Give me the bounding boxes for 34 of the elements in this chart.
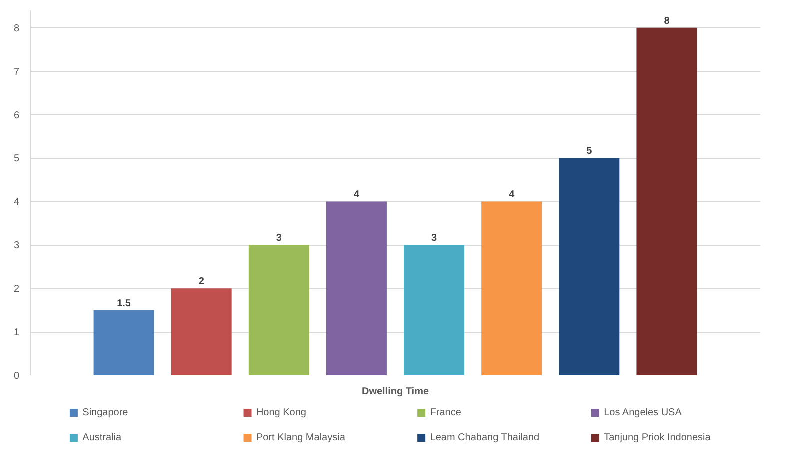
y-tick-label: 5 — [14, 154, 20, 165]
bar — [482, 202, 542, 376]
data-label: 1.5 — [117, 298, 132, 310]
bar — [326, 202, 387, 376]
bar — [404, 245, 465, 376]
legend-label: Los Angeles USA — [604, 408, 682, 418]
x-tick-label: Dwelling Time — [362, 386, 430, 398]
data-label: 4 — [354, 190, 360, 201]
y-tick-label: 4 — [14, 197, 20, 208]
legend-label: Leam Chabang Thailand — [430, 432, 540, 444]
bar — [171, 288, 232, 376]
y-tick-label: 7 — [14, 66, 20, 78]
legend-label: France — [430, 408, 462, 418]
legend-label: Australia — [82, 432, 122, 444]
y-tick-label: 8 — [14, 23, 20, 34]
y-tick-label: 0 — [14, 371, 20, 382]
y-tick-label: 3 — [14, 240, 20, 252]
y-tick-label: 2 — [14, 284, 20, 296]
bar — [559, 158, 620, 376]
bar — [636, 28, 698, 376]
data-label: 3 — [432, 233, 438, 244]
data-label: 5 — [586, 146, 593, 158]
data-label: 8 — [664, 16, 670, 27]
legend-label: Tanjung Priok Indonesia — [604, 432, 712, 444]
data-label: 2 — [198, 276, 205, 288]
legend-label: Singapore — [82, 408, 129, 418]
y-tick-label: 1 — [14, 328, 20, 339]
y-tick-label: 6 — [14, 110, 20, 122]
data-label: 4 — [509, 190, 516, 201]
data-label: 3 — [276, 233, 282, 244]
bar — [248, 245, 310, 376]
bar — [94, 310, 154, 376]
legend-label: Port Klang Malaysia — [256, 432, 346, 444]
legend-label: Hong Kong — [256, 408, 306, 418]
